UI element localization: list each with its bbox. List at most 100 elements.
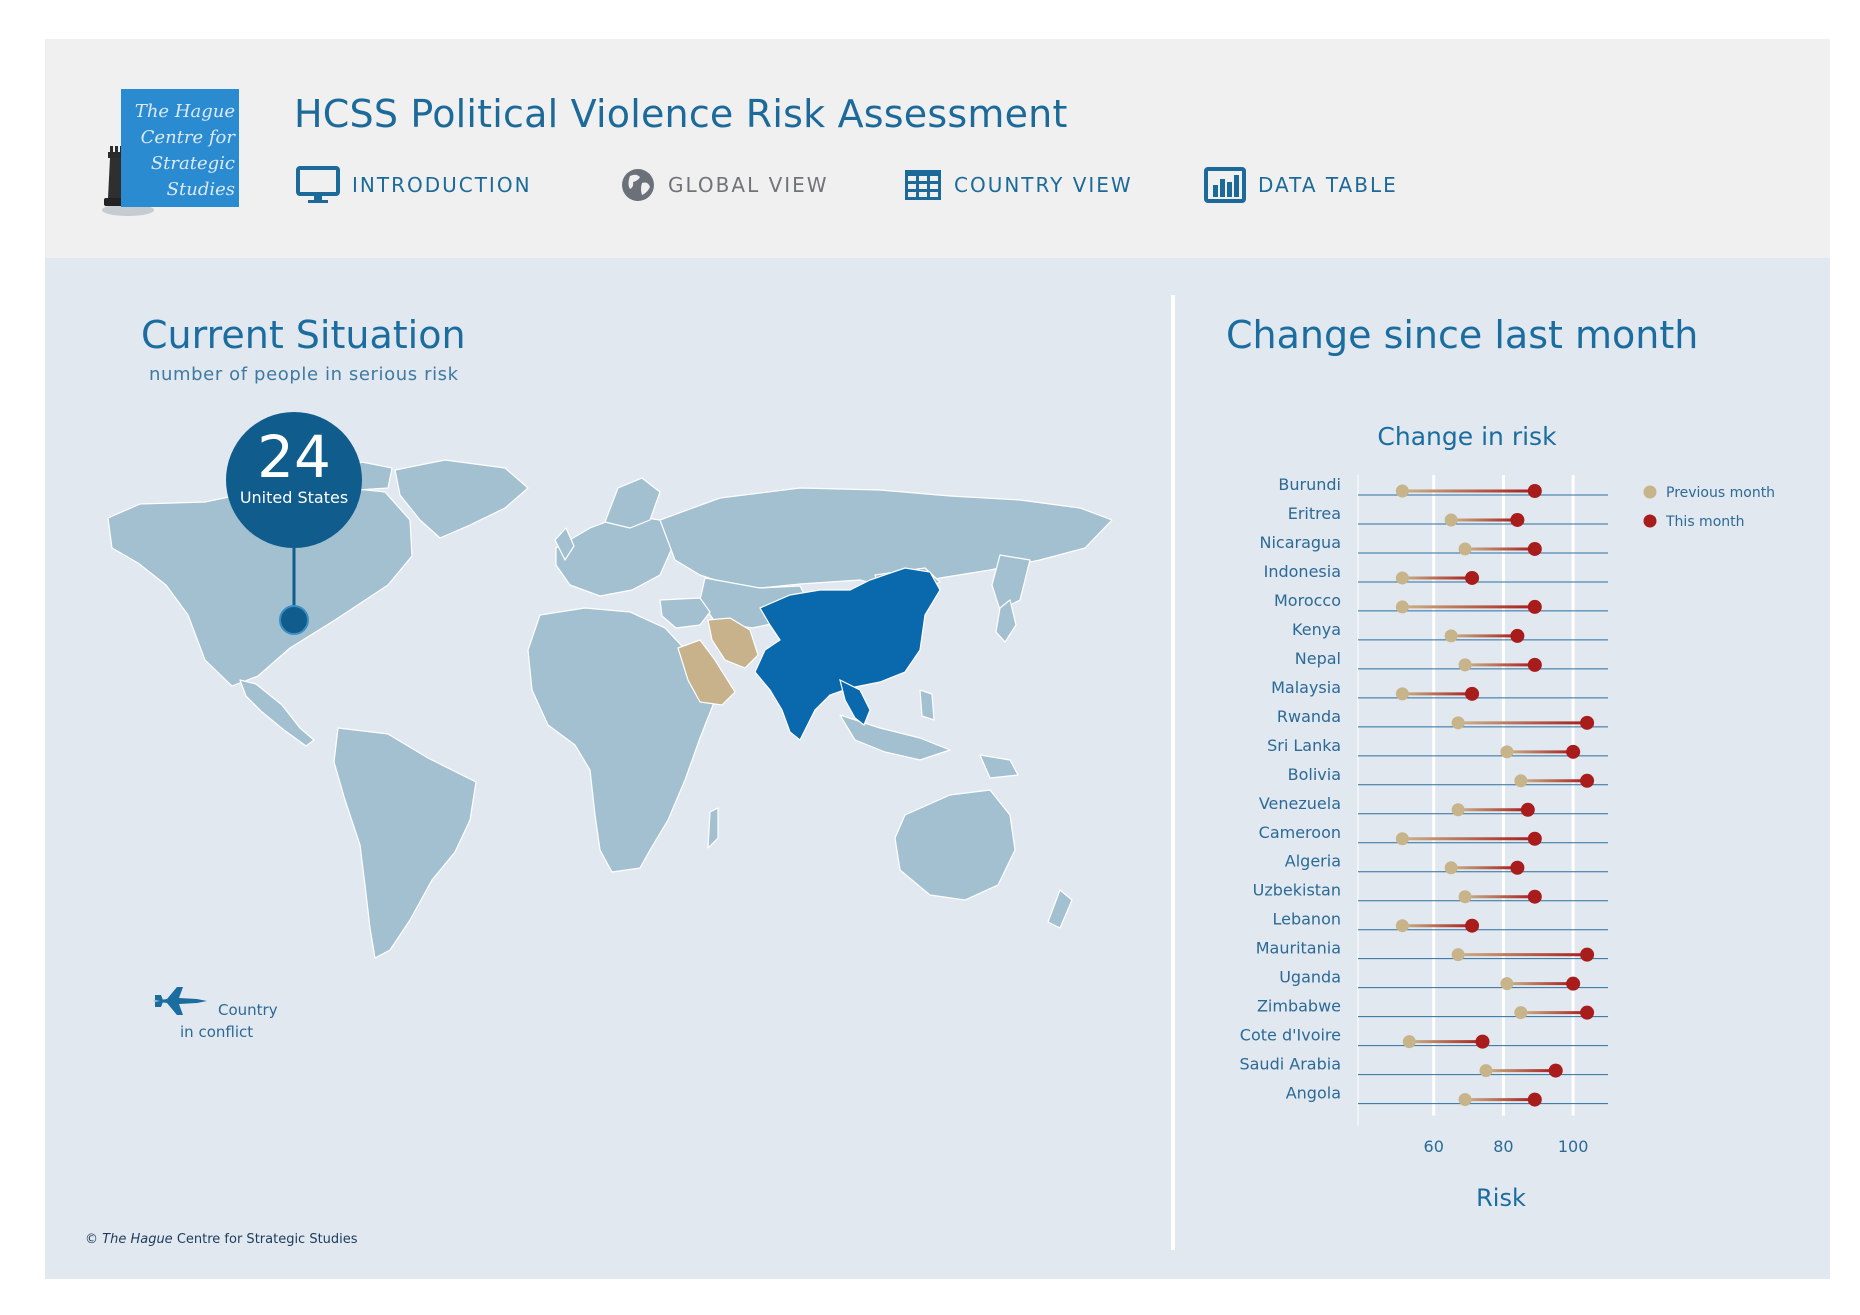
map-madagascar: [707, 807, 719, 849]
map-pin-marker[interactable]: [279, 605, 309, 635]
chart-point-current: [1580, 773, 1595, 788]
chart-point-previous: [1451, 716, 1465, 730]
chart-point-current: [1580, 1005, 1595, 1020]
map-new-zealand: [1047, 889, 1073, 929]
chart-point-previous: [1444, 513, 1458, 527]
chart-category-label: Malaysia: [1271, 678, 1341, 697]
nav-introduction-label: INTRODUCTION: [352, 173, 532, 197]
chart-point-previous: [1451, 803, 1465, 817]
map-indochina-islands: [839, 714, 951, 761]
nav-country-view-label: COUNTRY VIEW: [954, 173, 1133, 197]
map-uk: [554, 527, 575, 561]
grid-table-icon: [905, 170, 941, 200]
panel-divider: [1171, 295, 1175, 1250]
chart-legend-label: This month: [1665, 514, 1745, 530]
risk-bubble[interactable]: 24 United States: [226, 412, 362, 548]
chart-category-label: Mauritania: [1256, 939, 1341, 958]
nav-introduction[interactable]: INTRODUCTION: [296, 165, 532, 205]
bubble-value: 24: [257, 423, 331, 491]
bubble-label: United States: [239, 488, 349, 507]
chart-x-tick-label: 100: [1558, 1137, 1589, 1156]
map-greenland: [394, 459, 529, 539]
chart-point-current: [1566, 976, 1581, 991]
hcss-logo[interactable]: The Hague Centre for Strategic Studies: [121, 89, 239, 207]
chart-point-previous: [1458, 542, 1472, 556]
chart-point-current: [1580, 715, 1595, 730]
chart-legend-label: Previous month: [1666, 485, 1775, 501]
chart-point-previous: [1402, 1035, 1416, 1049]
chart-point-current: [1510, 860, 1525, 875]
chart-category-label: Uganda: [1279, 968, 1341, 987]
nav-global-view[interactable]: GLOBAL VIEW: [620, 165, 829, 205]
chart-point-previous: [1395, 571, 1409, 585]
chart-point-previous: [1444, 861, 1458, 875]
chart-legend-marker: [1643, 485, 1657, 499]
map-japan: [995, 599, 1017, 643]
chart-point-previous: [1395, 600, 1409, 614]
chart-point-previous: [1395, 919, 1409, 933]
chart-category-label: Burundi: [1278, 475, 1341, 494]
chart-point-current: [1527, 599, 1542, 614]
map-philippines: [919, 689, 935, 721]
chart-category-label: Saudi Arabia: [1239, 1055, 1341, 1074]
chart-point-current: [1548, 1063, 1563, 1078]
globe-icon: [622, 169, 654, 201]
nav-global-view-label: GLOBAL VIEW: [668, 173, 829, 197]
map-africa: [527, 607, 716, 873]
change-title: Change since last month: [1226, 313, 1699, 357]
chart-point-previous: [1500, 977, 1514, 991]
chart-point-previous: [1514, 1006, 1528, 1020]
chart-category-label: Cote d'Ivoire: [1240, 1026, 1341, 1045]
app-title: HCSS Political Violence Risk Assessment: [294, 92, 1068, 136]
chart-category-label: Cameroon: [1259, 823, 1341, 842]
chart-category-label: Rwanda: [1277, 707, 1341, 726]
map-turkey-mideast: [659, 597, 711, 629]
monitor-icon: [296, 166, 340, 203]
chart-point-previous: [1395, 687, 1409, 701]
chart-category-label: Nepal: [1295, 649, 1341, 668]
chart-point-previous: [1458, 890, 1472, 904]
map-iran: [707, 617, 759, 669]
chart-title: Change in risk: [1377, 422, 1557, 451]
chart-point-current: [1527, 541, 1542, 556]
chart-point-previous: [1395, 484, 1409, 498]
chart-point-current: [1527, 1092, 1542, 1107]
bar-chart-icon: [1204, 167, 1246, 203]
nav-country-view[interactable]: COUNTRY VIEW: [904, 165, 1133, 205]
map-png: [979, 754, 1019, 779]
chart-category-label: Eritrea: [1288, 504, 1341, 523]
chart-point-current: [1527, 831, 1542, 846]
chart-point-current: [1527, 657, 1542, 672]
chart-point-previous: [1479, 1064, 1493, 1078]
copyright-italic: The Hague: [102, 1232, 173, 1247]
chart-point-current: [1580, 947, 1595, 962]
legend-conflict-label-2: in conflict: [180, 1023, 254, 1041]
chart-point-current: [1527, 889, 1542, 904]
chart-category-label: Bolivia: [1288, 765, 1341, 784]
current-situation-title: Current Situation: [141, 313, 466, 357]
fighter-jet-icon: [153, 987, 207, 1015]
chart-category-label: Indonesia: [1264, 562, 1341, 581]
chart-point-current: [1465, 570, 1480, 585]
chart-x-tick-label: 60: [1424, 1137, 1444, 1156]
chart-point-previous: [1514, 774, 1528, 788]
chart-x-tick-label: 80: [1493, 1137, 1513, 1156]
chart-point-previous: [1458, 1093, 1472, 1107]
chart-point-current: [1510, 628, 1525, 643]
map-saudi-arabia: [677, 639, 736, 706]
chart-legend-marker: [1643, 514, 1657, 528]
chart-category-label: Venezuela: [1259, 794, 1341, 813]
chart-point-current: [1520, 802, 1535, 817]
chart-point-previous: [1500, 745, 1514, 759]
current-situation-subtitle: number of people in serious risk: [149, 364, 459, 385]
chart-point-previous: [1444, 629, 1458, 643]
chart-category-label: Angola: [1286, 1084, 1341, 1103]
chart-category-label: Lebanon: [1272, 910, 1341, 929]
logo-line: The Hague: [134, 101, 235, 122]
chart-category-label: Morocco: [1274, 591, 1341, 610]
nav-data-table[interactable]: DATA TABLE: [1204, 165, 1398, 205]
chart-point-current: [1475, 1034, 1490, 1049]
chart-point-previous: [1458, 658, 1472, 672]
